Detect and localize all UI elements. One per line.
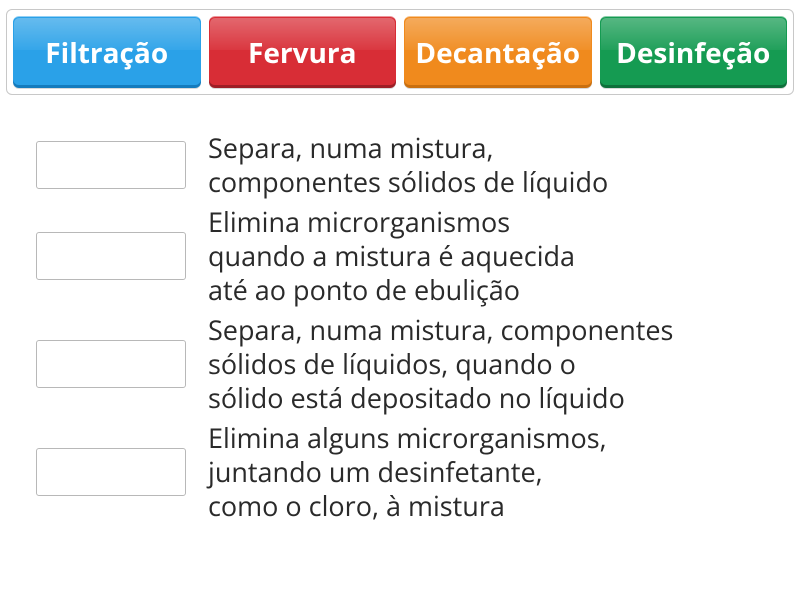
description-text: Separa, numa mistura, componentes sólido… — [208, 131, 608, 199]
match-row: Separa, numa mistura, componentes sólido… — [36, 313, 764, 415]
drop-target-3[interactable] — [36, 340, 186, 388]
options-bar: Filtração Fervura Decantação Desinfeção — [6, 9, 794, 95]
description-text: Elimina alguns microrganismos, juntando … — [208, 421, 607, 523]
option-tile-desinfecao[interactable]: Desinfeção — [600, 16, 788, 88]
option-tile-filtracao[interactable]: Filtração — [13, 16, 201, 88]
description-text: Elimina microrganismos quando a mistura … — [208, 205, 575, 307]
match-row: Elimina alguns microrganismos, juntando … — [36, 421, 764, 523]
option-tile-decantacao[interactable]: Decantação — [404, 16, 592, 88]
match-rows: Separa, numa mistura, componentes sólido… — [6, 131, 794, 523]
description-text: Separa, numa mistura, componentes sólido… — [208, 313, 673, 415]
match-row: Elimina microrganismos quando a mistura … — [36, 205, 764, 307]
option-tile-fervura[interactable]: Fervura — [209, 16, 397, 88]
drop-target-1[interactable] — [36, 141, 186, 189]
drop-target-2[interactable] — [36, 232, 186, 280]
drop-target-4[interactable] — [36, 448, 186, 496]
match-row: Separa, numa mistura, componentes sólido… — [36, 131, 764, 199]
